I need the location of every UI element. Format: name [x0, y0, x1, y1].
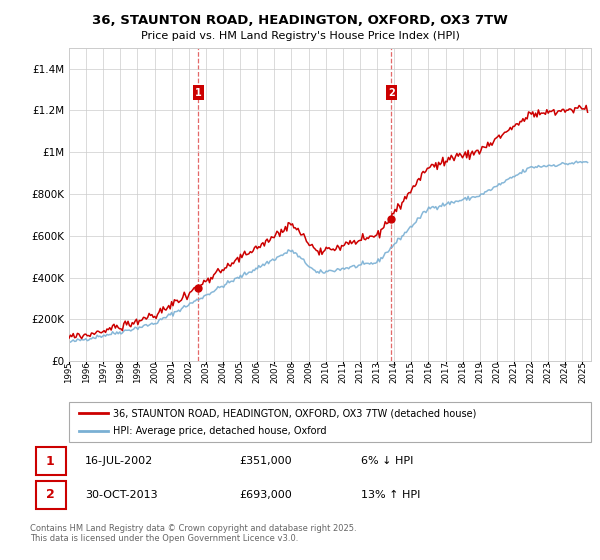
- Text: 2: 2: [388, 87, 395, 97]
- Text: 2010: 2010: [321, 361, 330, 383]
- Text: 1: 1: [194, 87, 202, 97]
- Text: 2019: 2019: [475, 361, 484, 383]
- Text: 2006: 2006: [253, 361, 262, 383]
- Text: 1998: 1998: [116, 361, 125, 383]
- Text: 1995: 1995: [65, 361, 74, 383]
- Text: 2022: 2022: [527, 361, 536, 383]
- Text: 2024: 2024: [561, 361, 570, 383]
- Text: 16-JUL-2002: 16-JUL-2002: [85, 456, 154, 466]
- Text: 2015: 2015: [407, 361, 416, 383]
- Text: 2014: 2014: [389, 361, 398, 383]
- Text: 2023: 2023: [544, 361, 553, 383]
- Text: 30-OCT-2013: 30-OCT-2013: [85, 489, 158, 500]
- Text: 2008: 2008: [287, 361, 296, 383]
- Text: 1999: 1999: [133, 361, 142, 383]
- Text: 36, STAUNTON ROAD, HEADINGTON, OXFORD, OX3 7TW: 36, STAUNTON ROAD, HEADINGTON, OXFORD, O…: [92, 14, 508, 27]
- Text: 2016: 2016: [424, 361, 433, 383]
- Text: 2000: 2000: [150, 361, 159, 383]
- Text: 36, STAUNTON ROAD, HEADINGTON, OXFORD, OX3 7TW (detached house): 36, STAUNTON ROAD, HEADINGTON, OXFORD, O…: [113, 408, 477, 418]
- FancyBboxPatch shape: [69, 402, 591, 442]
- Text: 2002: 2002: [184, 361, 193, 383]
- FancyBboxPatch shape: [35, 447, 66, 475]
- Text: 1: 1: [46, 455, 55, 468]
- Text: 2004: 2004: [218, 361, 227, 383]
- Text: 6% ↓ HPI: 6% ↓ HPI: [361, 456, 413, 466]
- Text: £693,000: £693,000: [240, 489, 293, 500]
- Text: HPI: Average price, detached house, Oxford: HPI: Average price, detached house, Oxfo…: [113, 426, 327, 436]
- Text: 2003: 2003: [202, 361, 211, 383]
- Text: Contains HM Land Registry data © Crown copyright and database right 2025.
This d: Contains HM Land Registry data © Crown c…: [30, 524, 356, 543]
- Text: £351,000: £351,000: [240, 456, 292, 466]
- Text: 2001: 2001: [167, 361, 176, 383]
- Text: 2017: 2017: [441, 361, 450, 383]
- Text: 2: 2: [46, 488, 55, 501]
- Text: 2013: 2013: [373, 361, 382, 383]
- Text: 2025: 2025: [578, 361, 587, 383]
- Text: Price paid vs. HM Land Registry's House Price Index (HPI): Price paid vs. HM Land Registry's House …: [140, 31, 460, 41]
- Text: 2021: 2021: [509, 361, 518, 383]
- Text: 1997: 1997: [99, 361, 108, 383]
- Text: 2020: 2020: [493, 361, 502, 383]
- Text: 2011: 2011: [338, 361, 347, 383]
- Text: 2005: 2005: [236, 361, 245, 383]
- Text: 1996: 1996: [82, 361, 91, 383]
- FancyBboxPatch shape: [35, 481, 66, 508]
- Text: 2007: 2007: [270, 361, 279, 383]
- Text: 2012: 2012: [355, 361, 364, 383]
- Text: 2009: 2009: [304, 361, 313, 383]
- Text: 13% ↑ HPI: 13% ↑ HPI: [361, 489, 421, 500]
- Text: 2018: 2018: [458, 361, 467, 383]
